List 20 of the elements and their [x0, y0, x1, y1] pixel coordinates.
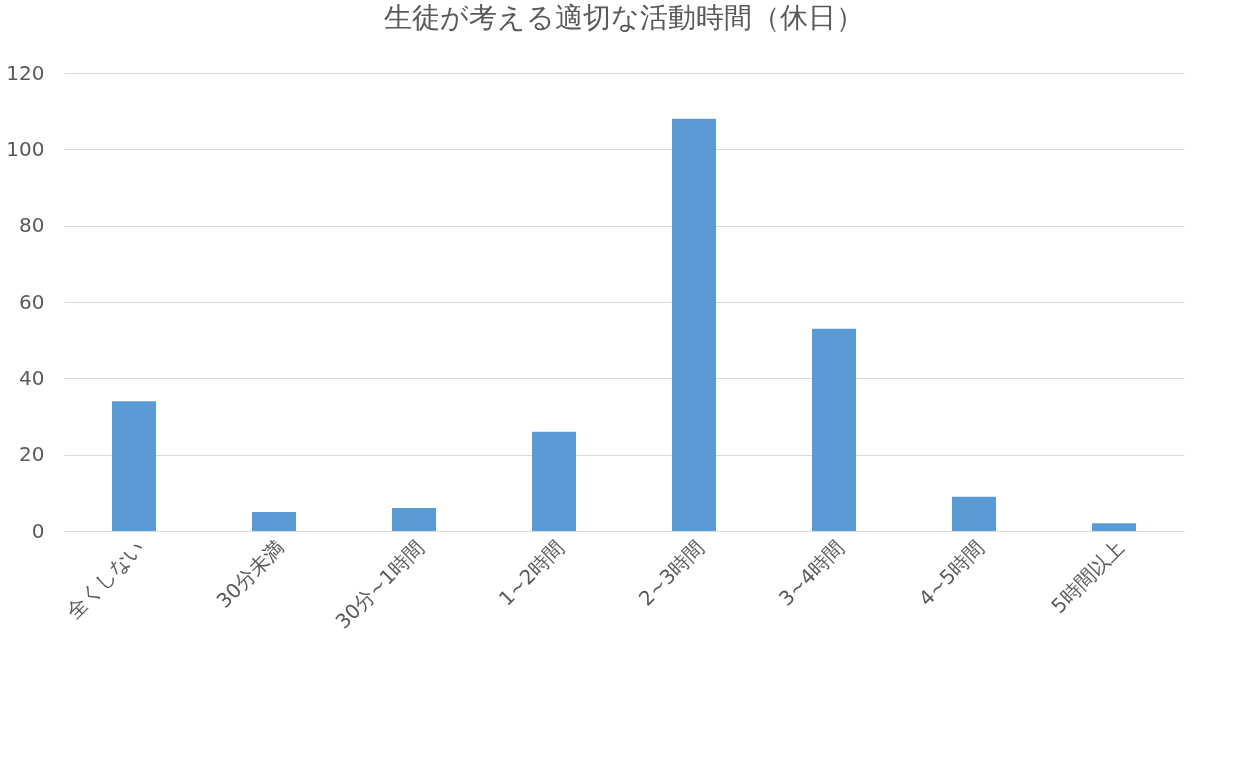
y-tick-label: 80 — [19, 213, 45, 238]
bar — [812, 328, 856, 531]
bar — [1092, 523, 1136, 531]
y-tick-label: 20 — [19, 442, 45, 467]
y-tick-label: 40 — [19, 365, 45, 390]
x-tick-label: 30分~1時間 — [330, 535, 429, 634]
bar — [952, 496, 996, 531]
y-tick-label: 120 — [6, 60, 45, 85]
y-tick-label: 100 — [6, 136, 45, 161]
y-tick-label: 60 — [19, 289, 45, 314]
bar — [532, 431, 576, 531]
x-tick-label: 30分未満 — [211, 535, 289, 613]
bar — [112, 401, 156, 531]
chart-title: 生徒が考える適切な活動時間（休日） — [384, 1, 864, 34]
x-tick-label: 全くしない — [61, 535, 149, 624]
bar — [392, 508, 436, 531]
y-tick-label: 0 — [31, 518, 45, 543]
bar — [672, 118, 716, 531]
x-tick-label: 5時間以上 — [1046, 535, 1129, 618]
bar — [252, 511, 296, 531]
